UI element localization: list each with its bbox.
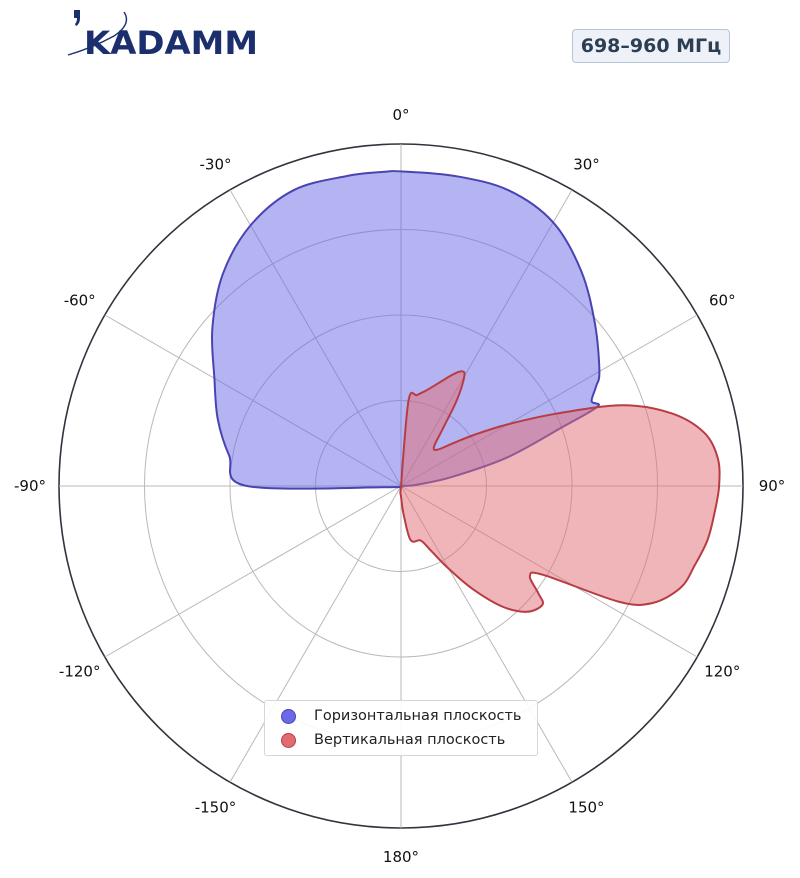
angle-label: 30° (573, 156, 600, 174)
angle-label: 60° (709, 292, 736, 310)
series-area-1 (399, 370, 721, 613)
angle-label: -120° (59, 663, 101, 681)
angle-label: -30° (200, 156, 232, 174)
legend-marker-horizontal (281, 708, 296, 724)
legend: Горизонтальная плоскость Вертикальная пл… (264, 700, 538, 756)
angle-label: 180° (383, 848, 419, 866)
legend-label-horizontal: Горизонтальная плоскость (314, 708, 522, 724)
legend-item-horizontal: Горизонтальная плоскость (281, 704, 537, 728)
legend-marker-vertical (281, 732, 296, 748)
theta-gridline (104, 485, 402, 658)
angle-labels: 0° 30° 60° 90° 120° 150° 180° -150° -120° -90° -60… (14, 106, 785, 866)
logo-text: KADAMM (84, 24, 258, 62)
legend-label-vertical: Вертикальная плоскость (314, 732, 506, 748)
frequency-badge: 698–960 МГц (572, 29, 730, 63)
angle-label: 0° (392, 106, 409, 124)
angle-label: -150° (195, 798, 237, 816)
angle-label: -60° (64, 292, 96, 310)
angle-label: 150° (568, 798, 604, 816)
angle-label: -90° (14, 477, 46, 495)
logo-swoosh (67, 11, 128, 56)
series-layer (210, 169, 721, 613)
angle-label: 120° (704, 663, 740, 681)
theta-gridline (229, 485, 402, 783)
angle-label: 90° (759, 477, 786, 495)
kadamm-logo: KADAMM (67, 10, 258, 62)
legend-item-vertical: Вертикальная плоскость (281, 728, 537, 752)
logo-dot (74, 10, 80, 26)
